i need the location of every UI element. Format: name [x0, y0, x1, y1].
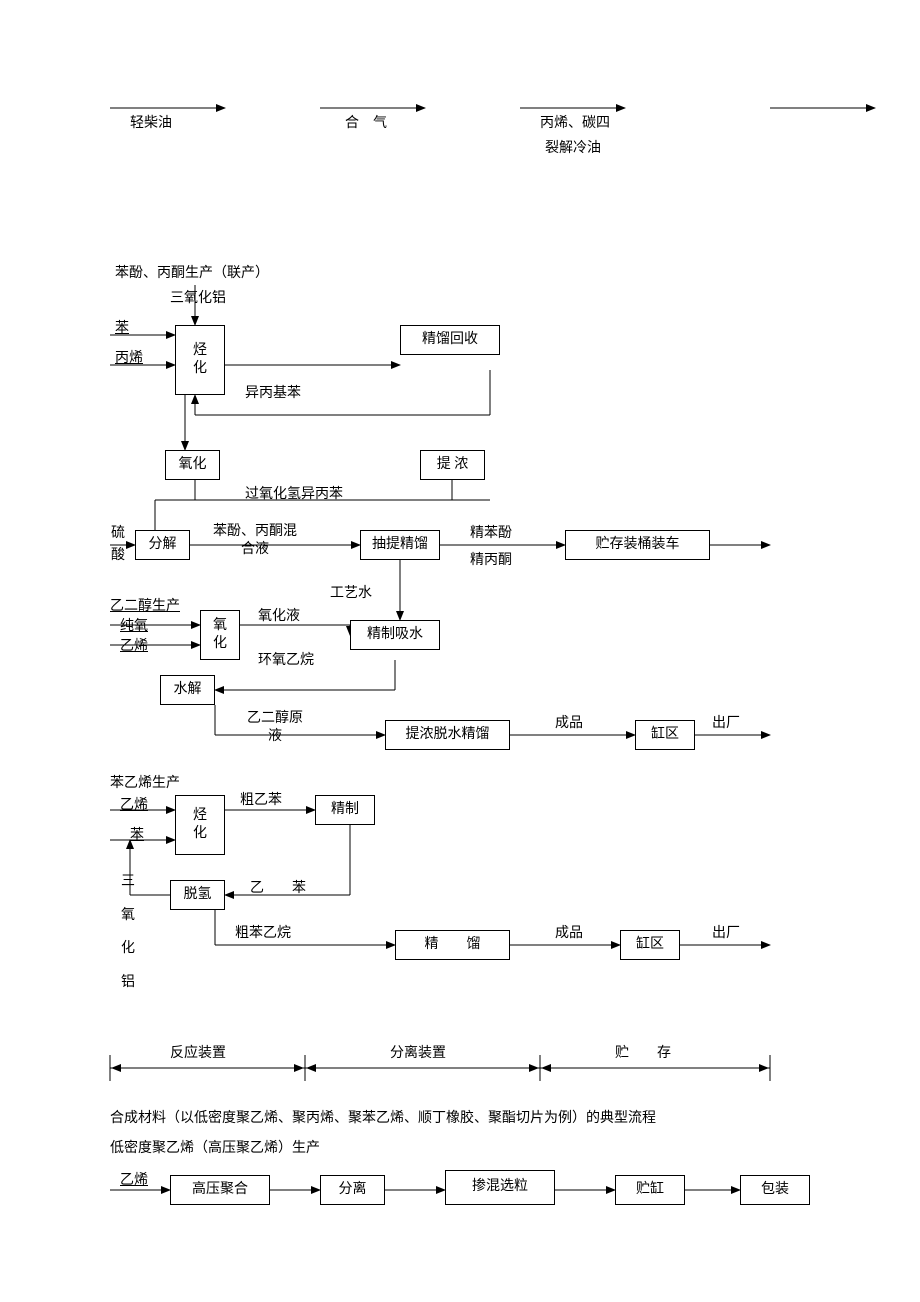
box-alkylation: 烃化 — [175, 325, 225, 395]
box-oxidation2-text: 氧化 — [212, 617, 228, 653]
box-blend: 掺混选粒 — [445, 1170, 555, 1205]
zone-reactor: 反应装置 — [170, 1045, 226, 1063]
sec1-catalyst: 三氧化铝 — [170, 290, 226, 308]
lbl-h2so4: 硫酸 — [110, 523, 126, 568]
sec3-in-benzene: 苯 — [130, 827, 144, 845]
top-label-2: 合 气 — [345, 115, 387, 133]
sec2-in-ethylene: 乙烯 — [120, 638, 148, 656]
lbl-crude-styrene: 粗苯乙烷 — [235, 925, 291, 943]
sec1-in-benzene: 苯 — [115, 320, 129, 338]
box-tank2: 缸区 — [635, 720, 695, 750]
box-extract-distill: 抽提精馏 — [360, 530, 440, 560]
box-alkylation3-text: 烃化 — [192, 807, 208, 843]
lbl-ox-liquid: 氧化液 — [258, 608, 300, 626]
lbl-process-water: 工艺水 — [330, 585, 372, 603]
sec4-subtitle: 低密度聚乙烯（高压聚乙烯）生产 — [110, 1140, 320, 1158]
sec4-title: 合成材料（以低密度聚乙烯、聚丙烯、聚苯乙烯、顺丁橡胶、聚酯切片为例）的典型流程 — [110, 1110, 810, 1128]
lbl-product3: 成品 — [555, 925, 583, 943]
box-decompose: 分解 — [135, 530, 190, 560]
lbl-eg-raw: 乙二醇原液 — [245, 710, 305, 746]
box-tank3: 缸区 — [620, 930, 680, 960]
lbl-phenol: 精苯酚 — [470, 525, 512, 543]
sec3-in-ethylene: 乙烯 — [120, 797, 148, 815]
sec2-title: 乙二醇生产 — [110, 598, 180, 616]
top-label-3: 丙烯、碳四 — [540, 115, 610, 133]
box-distill3: 精 馏 — [395, 930, 510, 960]
lbl-eb: 乙 苯 — [250, 880, 306, 898]
sec3-catalyst: 三氧化铝 — [120, 865, 136, 999]
lbl-out2: 出厂 — [712, 715, 740, 733]
lbl-out3: 出厂 — [712, 925, 740, 943]
top-label-4: 裂解冷油 — [545, 140, 601, 158]
box-store-pack: 贮存装桶装车 — [565, 530, 710, 560]
lbl-crude-eb: 粗乙苯 — [240, 792, 282, 810]
box-polymer: 高压聚合 — [170, 1175, 270, 1205]
box-alkylation3: 烃化 — [175, 795, 225, 855]
box-dehydro: 脱氢 — [170, 880, 225, 910]
box-conc-distill: 提浓脱水精馏 — [385, 720, 510, 750]
box-alkylation-text: 烃化 — [192, 342, 208, 378]
sec1-in-propylene: 丙烯 — [115, 350, 143, 368]
zone-separator: 分离装置 — [390, 1045, 446, 1063]
lbl-cumene: 异丙基苯 — [245, 385, 301, 403]
box-oxidation2: 氧化 — [200, 610, 240, 660]
box-separate: 分离 — [320, 1175, 385, 1205]
sec3-title: 苯乙烯生产 — [110, 775, 180, 793]
zone-storage: 贮 存 — [615, 1045, 671, 1063]
box-hydrolysis: 水解 — [160, 675, 215, 705]
box-concentrate: 提 浓 — [420, 450, 485, 480]
lbl-eo: 环氧乙烷 — [258, 652, 314, 670]
sec2-in-o2: 纯氧 — [120, 618, 148, 636]
box-distill-recover: 精馏回收 — [400, 325, 500, 355]
lbl-mix: 苯酚、丙酮混合液 — [210, 523, 300, 559]
top-label-1: 轻柴油 — [130, 115, 172, 133]
lbl-chp: 过氧化氢异丙苯 — [245, 486, 343, 504]
box-oxidation1: 氧化 — [165, 450, 220, 480]
lbl-acetone: 精丙酮 — [470, 552, 512, 570]
sec1-title: 苯酚、丙酮生产（联产） — [115, 265, 269, 283]
sec4-input: 乙烯 — [120, 1172, 148, 1190]
box-tank4: 贮缸 — [615, 1175, 685, 1205]
lbl-product2: 成品 — [555, 715, 583, 733]
box-pack: 包装 — [740, 1175, 810, 1205]
box-purify-absorb: 精制吸水 — [350, 620, 440, 650]
box-refine: 精制 — [315, 795, 375, 825]
